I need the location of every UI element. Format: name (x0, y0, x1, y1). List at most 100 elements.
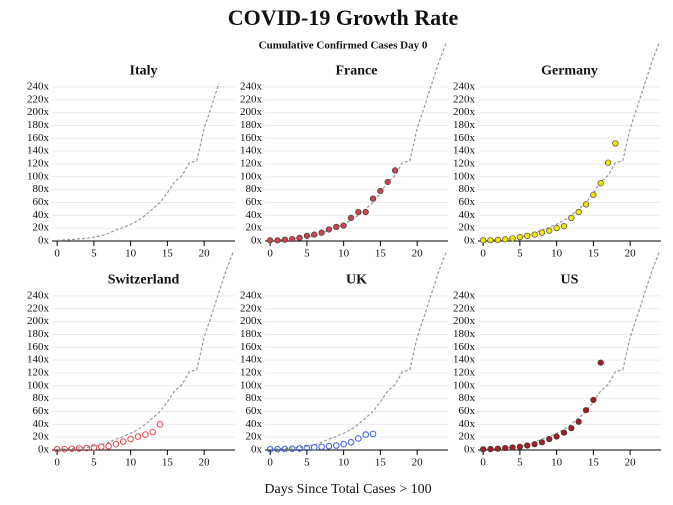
data-point (332, 442, 340, 449)
data-point (318, 229, 325, 236)
y-tick-label: 120x (240, 366, 263, 378)
data-point (75, 445, 83, 452)
y-tick-label: 80x (33, 392, 50, 404)
data-point (516, 443, 523, 450)
data-point (355, 435, 362, 442)
data-point (274, 237, 281, 244)
data-point (560, 223, 568, 230)
data-point (391, 167, 399, 174)
data-point (612, 140, 619, 147)
data-point (325, 442, 333, 450)
y-tick-label: 20x (459, 222, 476, 234)
data-point (377, 187, 384, 195)
y-tick-label: 180x (27, 119, 50, 131)
x-tick-label: 0 (54, 457, 60, 469)
data-point (369, 195, 377, 202)
data-point (83, 444, 90, 452)
data-point (340, 440, 347, 448)
data-point (347, 214, 355, 221)
y-tick-label: 20x (33, 431, 50, 443)
data-point (289, 235, 296, 243)
data-point (604, 159, 612, 166)
y-tick-label: 220x (27, 302, 50, 314)
data-point (325, 226, 333, 233)
data-point (524, 232, 531, 239)
x-tick-label: 15 (375, 248, 387, 260)
y-tick-label: 180x (453, 328, 476, 340)
y-tick-label: 120x (27, 366, 50, 378)
x-tick-label: 10 (125, 457, 137, 469)
y-tick-label: 220x (453, 93, 476, 105)
data-point (119, 438, 127, 445)
data-point (362, 431, 369, 438)
y-tick-label: 200x (240, 315, 263, 327)
y-tick-label: 100x (27, 379, 50, 391)
y-tick-label: 20x (33, 222, 50, 234)
data-point (149, 428, 156, 436)
data-point (318, 443, 325, 451)
y-tick-label: 0x (251, 444, 263, 456)
y-tick-label: 180x (453, 119, 476, 131)
x-tick-label: 5 (91, 248, 97, 260)
y-tick-label: 60x (246, 196, 263, 208)
data-point (553, 433, 560, 440)
data-point (590, 191, 597, 198)
x-tick-label: 15 (162, 457, 174, 469)
data-point (281, 445, 289, 453)
y-tick-label: 80x (246, 392, 263, 404)
y-tick-label: 240x (453, 80, 476, 92)
data-point (303, 232, 310, 239)
data-point (568, 214, 575, 221)
y-tick-label: 80x (459, 183, 476, 195)
y-tick-label: 80x (33, 183, 50, 195)
data-point (516, 234, 523, 241)
x-tick-label: 20 (625, 457, 637, 469)
data-point (480, 446, 487, 453)
y-tick-label: 200x (453, 106, 476, 118)
data-point (575, 418, 582, 425)
data-point (303, 444, 311, 452)
y-tick-label: 120x (240, 157, 263, 169)
y-tick-label: 180x (240, 119, 263, 131)
data-point (142, 431, 149, 438)
y-tick-label: 240x (240, 289, 263, 301)
data-point (582, 201, 590, 208)
data-point (494, 236, 501, 243)
y-tick-label: 0x (38, 235, 50, 247)
y-tick-label: 180x (240, 328, 263, 340)
data-point (553, 225, 560, 232)
data-point (369, 430, 377, 438)
y-tick-label: 200x (453, 315, 476, 327)
reference-line (57, 83, 220, 241)
data-point (597, 180, 604, 187)
panel-title: US (561, 273, 579, 288)
y-tick-label: 220x (240, 93, 263, 105)
data-point (281, 236, 288, 243)
data-point (502, 444, 509, 452)
panel-title: UK (346, 273, 367, 288)
x-tick-label: 5 (517, 457, 523, 469)
y-tick-label: 240x (453, 289, 476, 301)
data-point (90, 444, 98, 451)
data-point (546, 435, 553, 443)
x-tick-label: 10 (338, 457, 350, 469)
y-tick-label: 140x (27, 145, 50, 157)
y-tick-label: 200x (27, 315, 50, 327)
data-point (524, 442, 531, 449)
data-point (597, 359, 604, 366)
x-tick-label: 0 (267, 248, 273, 260)
data-point (68, 445, 76, 453)
y-tick-label: 200x (27, 106, 50, 118)
y-tick-label: 140x (240, 354, 263, 366)
data-point (568, 425, 575, 432)
data-point (546, 227, 553, 234)
x-tick-label: 20 (199, 248, 211, 260)
data-point (333, 223, 340, 230)
y-tick-label: 40x (459, 209, 476, 221)
x-tick-label: 5 (304, 248, 310, 260)
data-point (487, 237, 494, 244)
data-point (480, 237, 487, 244)
data-point (296, 445, 303, 452)
y-tick-label: 120x (453, 157, 476, 169)
y-tick-label: 140x (453, 145, 476, 157)
